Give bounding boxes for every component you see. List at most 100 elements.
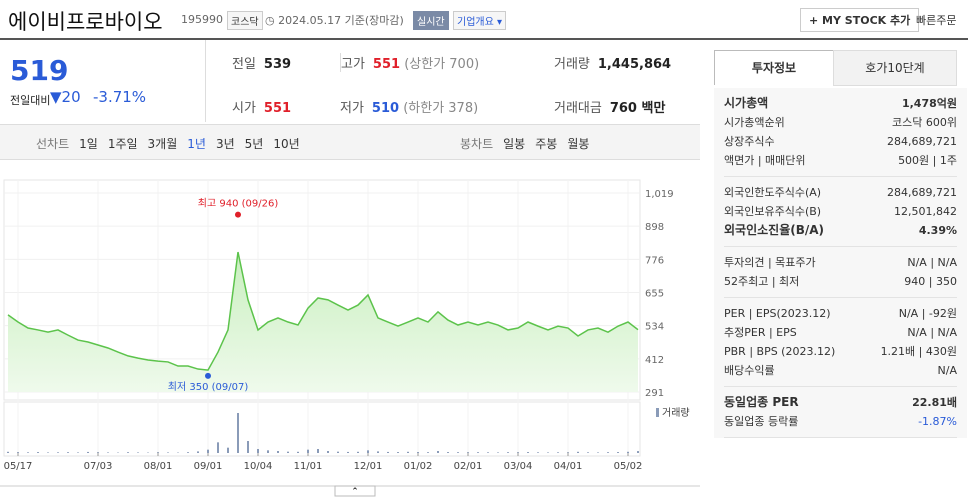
x-tick-label: 01/02 — [404, 461, 433, 472]
volume-bar — [497, 452, 499, 453]
volume-bar — [47, 452, 49, 453]
period-tab[interactable]: 1주일 — [107, 137, 138, 151]
period-tab[interactable]: 1일 — [79, 137, 98, 151]
volume-bar — [7, 451, 9, 453]
info-value: 284,689,721 — [887, 186, 957, 199]
info-row: 동일업종 등락률 -1.87% — [724, 412, 957, 431]
info-label: 배당수익률 — [724, 364, 775, 377]
info-row: 외국인소진율(B/A) 4.39% — [724, 221, 957, 240]
y-tick-label: 776 — [645, 255, 664, 266]
volume-bar — [397, 452, 399, 453]
volume-bar — [617, 452, 619, 453]
volume-bar — [507, 452, 509, 453]
line-tabs: 선차트 1일 1주일 3개월 1년 3년 5년 10년 — [36, 135, 310, 152]
info-value: N/A | N/A — [907, 326, 957, 339]
info-section: 외국인한도주식수(A) 284,689,721 외국인보유주식수(B) 12,501,… — [724, 177, 957, 247]
volume-bar — [627, 451, 629, 453]
info-value: 1.21배 | 430원 — [880, 345, 957, 358]
extreme-marker — [205, 372, 211, 379]
stat-value: 551 — [372, 57, 401, 72]
x-tick-label: 10/04 — [244, 461, 273, 472]
info-value: N/A — [937, 364, 957, 377]
volume-frame — [3, 401, 641, 457]
x-tick-label: 08/01 — [144, 461, 173, 472]
candle-tab[interactable]: 주봉 — [535, 137, 558, 151]
x-tick-label: 07/03 — [84, 461, 113, 472]
info-label: 투자의견 | 목표주가 — [724, 256, 816, 269]
volume-bar — [157, 452, 159, 453]
quick-order[interactable]: 빠른주문 — [916, 14, 957, 27]
volume-bar — [137, 452, 139, 453]
volume-bar — [317, 449, 319, 453]
x-tick-label: 05/17 — [4, 461, 33, 472]
period-tab[interactable]: 10년 — [273, 137, 300, 151]
collapse-icon[interactable]: ⌃ — [351, 487, 359, 497]
info-row: 시가총액 1,478억원 — [724, 94, 957, 113]
info-label: 추정PER | EPS — [724, 326, 797, 339]
stat: 저가 510 (하한가 378) — [340, 97, 478, 116]
company-info-text[interactable]: 기업개요 — [457, 17, 494, 28]
volume-bar — [337, 451, 339, 453]
volume-bar — [587, 452, 589, 453]
stat-label: 저가 — [340, 101, 364, 116]
collapse-button[interactable] — [334, 485, 376, 497]
price-box: 519 전일대비 ▼20 -3.71% — [0, 40, 206, 122]
info-row: 외국인보유주식수(B) 12,501,842 — [724, 202, 957, 221]
volume-bar — [77, 452, 79, 453]
y-tick-label: 412 — [645, 355, 664, 366]
stat-label: 거래량 — [554, 57, 590, 72]
stat-value: 551 — [263, 101, 292, 116]
basis: 기준(장마감) — [344, 14, 404, 27]
info-value: 12,501,842 — [894, 205, 957, 218]
stat-value: 539 — [263, 57, 292, 72]
side-tab-active[interactable]: 투자정보 — [714, 50, 834, 85]
volume-bar — [57, 452, 59, 453]
volume-bar — [67, 452, 69, 453]
stat: 거래대금 760 백만 — [554, 97, 665, 116]
my-stock-button[interactable]: + MY STOCK 추가 — [800, 8, 920, 32]
volume-bar — [227, 447, 229, 453]
date: ◷ 2024.05.17 기준(장마감) — [265, 14, 404, 27]
info-row: 상장주식수 284,689,721 — [724, 132, 957, 151]
volume-bar — [637, 451, 639, 453]
x-tick-label: 03/04 — [504, 461, 533, 472]
stat-label: 시가 — [232, 101, 256, 116]
info-section: 시가총액 1,478억원 시가총액순위 코스닥 600위 상장주식수 284,689,72… — [724, 88, 957, 177]
x-tick-label: 05/02 — [614, 461, 643, 472]
price-line — [7, 251, 639, 371]
period-tab[interactable]: 3년 — [215, 137, 235, 151]
volume-bar — [527, 452, 529, 453]
stat-note: (상한가 700) — [404, 57, 480, 72]
legend-label: 거래량 — [662, 407, 690, 419]
candle-tab[interactable]: 일봉 — [503, 137, 526, 151]
y-tick-label: 291 — [645, 388, 664, 399]
current-price: 519 — [10, 54, 69, 87]
stock-code: 195990 — [181, 13, 223, 26]
info-row: 동일업종 PER 22.81배 — [724, 393, 957, 412]
info-row: 추정PER | EPS N/A | N/A — [724, 323, 957, 342]
side-panel: 투자정보 호가10단계 시가총액 1,478억원 시가총액순위 코스닥 600위 상장주… — [704, 40, 968, 500]
side-tab[interactable]: 호가10단계 — [833, 50, 957, 86]
period-tab[interactable]: 1년 — [187, 137, 206, 151]
volume-bar — [477, 452, 479, 453]
info-row: 외국인한도주식수(A) 284,689,721 — [724, 183, 957, 202]
info-value: 1,478억원 — [901, 97, 957, 110]
volume-bar — [447, 452, 449, 453]
volume-bar — [217, 442, 219, 453]
candle-tab[interactable]: 월봉 — [567, 137, 590, 151]
my-stock-text[interactable]: MY STOCK 추가 — [822, 14, 911, 27]
volume-bar — [37, 452, 39, 453]
change-pct: -3.71% — [93, 88, 147, 106]
company-info[interactable]: 기업개요 ▾ — [453, 11, 507, 30]
info-row: PBR | BPS (2023.12) 1.21배 | 430원 — [724, 342, 957, 361]
volume-bar — [347, 451, 349, 453]
volume-bar — [437, 451, 439, 453]
volume-bar — [207, 449, 209, 453]
side-sections: 시가총액 1,478억원 시가총액순위 코스닥 600위 상장주식수 284,689,72… — [714, 88, 967, 438]
info-value: N/A | N/A — [907, 256, 957, 269]
period-tab[interactable]: 5년 — [244, 137, 264, 151]
period-tab[interactable]: 3개월 — [147, 137, 178, 151]
stat-label: 전일 — [232, 57, 256, 72]
stat-value: 1,445,864 — [597, 57, 672, 72]
market-tag: 코스닥 — [227, 11, 263, 30]
